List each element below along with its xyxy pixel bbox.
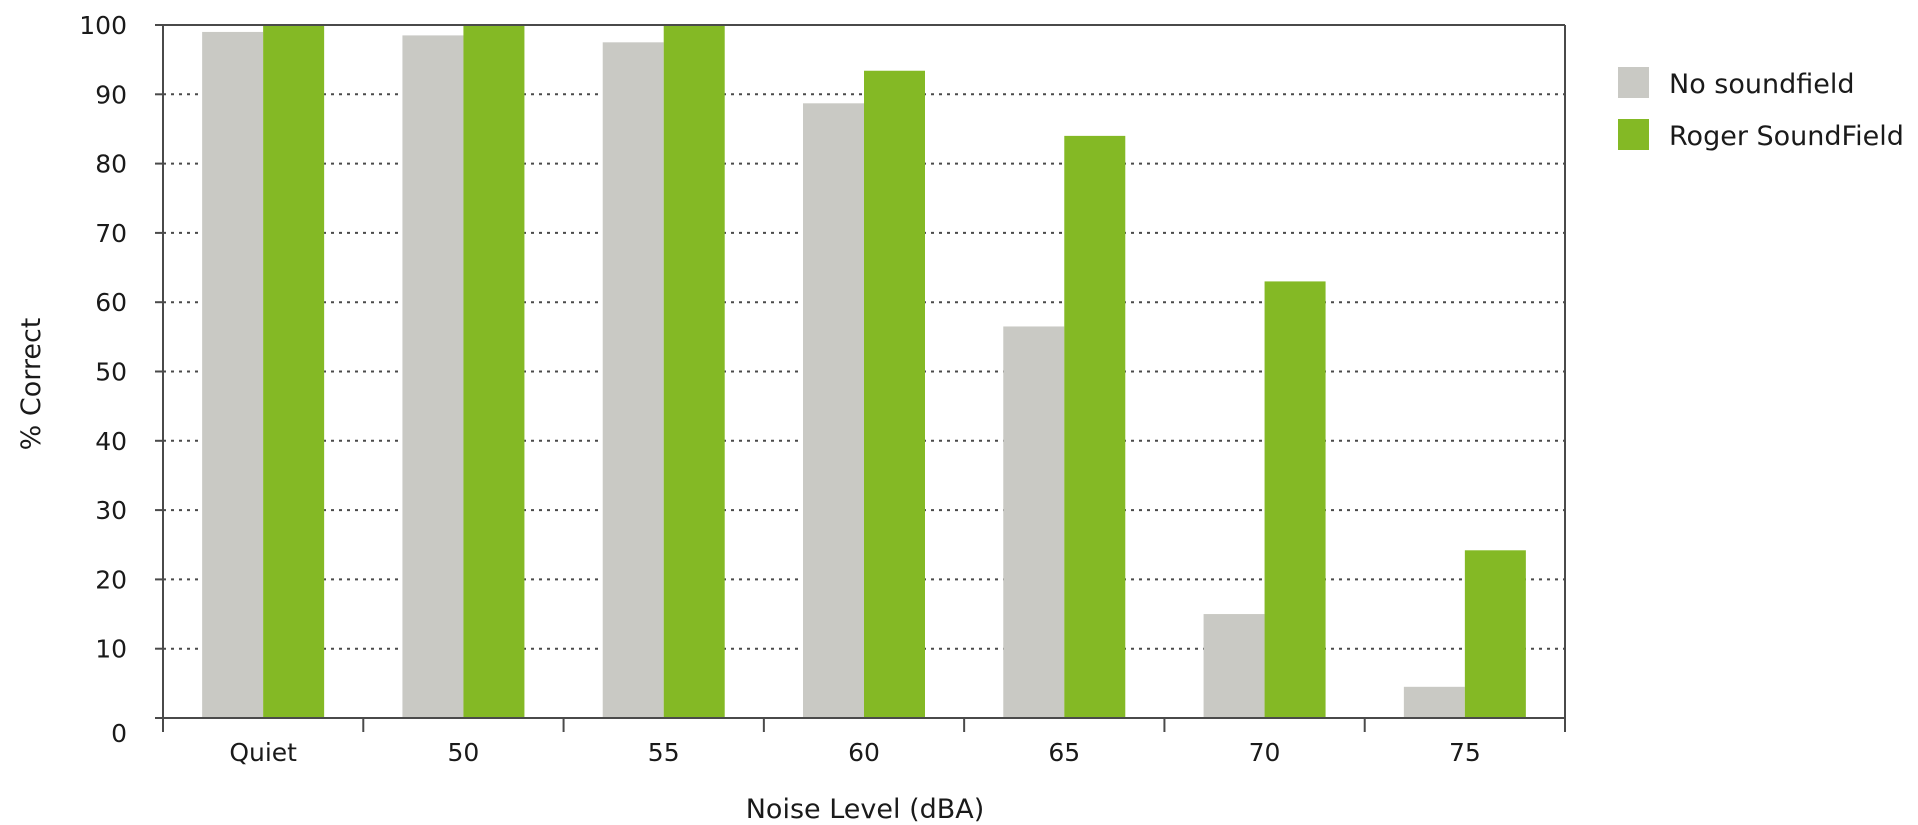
x-tick-label: 65 <box>1048 738 1080 767</box>
bars <box>202 25 1526 719</box>
bar-no-soundfield <box>1203 614 1265 718</box>
x-axis-title: Noise Level (dBA) <box>746 794 985 825</box>
bar-no-soundfield <box>803 103 864 718</box>
bar-roger-soundfield <box>1264 281 1326 718</box>
y-tick-labels: 0 10 20 30 40 50 60 70 80 90 100 <box>79 11 127 748</box>
bar-roger-soundfield <box>263 25 325 718</box>
legend-label: No soundfield <box>1669 69 1855 100</box>
y-axis-title: % Correct <box>16 318 47 451</box>
x-tick-label: Quiet <box>229 738 297 767</box>
legend-label: Roger SoundField <box>1669 121 1904 152</box>
x-tick-label: 70 <box>1249 738 1281 767</box>
y-tick-label: 90 <box>95 80 127 109</box>
bar-roger-soundfield <box>1064 135 1126 718</box>
bar-no-soundfield <box>1403 686 1465 718</box>
y-tick-label: 60 <box>95 288 127 317</box>
bar-no-soundfield <box>402 35 464 718</box>
y-tick-label: 30 <box>95 496 127 525</box>
y-tick-label: 80 <box>95 150 127 179</box>
legend-swatch <box>1618 119 1649 150</box>
x-tick-label: 75 <box>1449 738 1481 767</box>
x-tick-label: 60 <box>848 738 880 767</box>
axes <box>162 24 1566 732</box>
y-tick-label: 50 <box>95 358 127 387</box>
x-tick-label: 50 <box>448 738 480 767</box>
y-tick-label: 10 <box>95 635 127 664</box>
x-tick-label: 55 <box>648 738 680 767</box>
bar-no-soundfield <box>1003 326 1065 718</box>
x-tick-labels: Quiet 50 55 60 65 70 75 <box>229 738 1480 767</box>
y-tick-label: 40 <box>95 427 127 456</box>
bar-roger-soundfield <box>463 25 525 718</box>
bar-roger-soundfield <box>1464 550 1526 718</box>
bar-roger-soundfield <box>663 25 725 718</box>
legend-swatch <box>1618 67 1649 98</box>
y-tick-label: 0 <box>111 719 127 748</box>
bar-no-soundfield <box>202 31 264 719</box>
y-tick-label: 20 <box>95 565 127 594</box>
bar-no-soundfield <box>602 42 664 718</box>
legend: No soundfield Roger SoundField <box>1618 67 1904 152</box>
grid-lines <box>155 24 1565 719</box>
bar-roger-soundfield <box>864 70 925 719</box>
y-tick-label: 70 <box>95 219 127 248</box>
y-tick-label: 100 <box>79 11 127 40</box>
